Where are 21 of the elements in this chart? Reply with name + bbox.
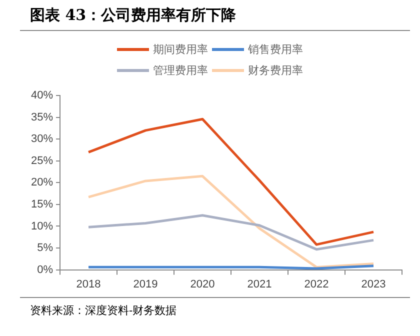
x-tick-label: 2020 [190, 278, 215, 290]
x-tick-label: 2023 [361, 278, 386, 290]
y-tick-label: 15% [30, 198, 54, 211]
legend-label: 销售费用率 [248, 42, 303, 57]
chart-title: 图表 43：公司费用率有所下降 [30, 6, 236, 25]
legend-label: 财务费用率 [248, 63, 303, 78]
legend-label: 期间费用率 [153, 42, 208, 57]
y-tick-label: 35% [30, 111, 54, 124]
y-tick-label: 40% [30, 90, 54, 102]
legend-label: 管理费用率 [153, 63, 208, 78]
text: 资料来源：深度资料-财务数据 [30, 303, 177, 318]
x-tick-label: 2022 [304, 278, 329, 290]
y-tick-label: 30% [30, 133, 54, 146]
y-tick-label: 25% [30, 154, 54, 167]
x-tick-label: 2019 [133, 278, 158, 290]
y-tick-label: 5% [37, 242, 54, 254]
x-tick-label: 2018 [76, 278, 101, 290]
y-tick-label: 20% [30, 176, 54, 189]
y-tick-label: 10% [30, 220, 54, 232]
y-tick-label: 0% [37, 264, 54, 276]
x-tick-label: 2021 [247, 278, 272, 290]
